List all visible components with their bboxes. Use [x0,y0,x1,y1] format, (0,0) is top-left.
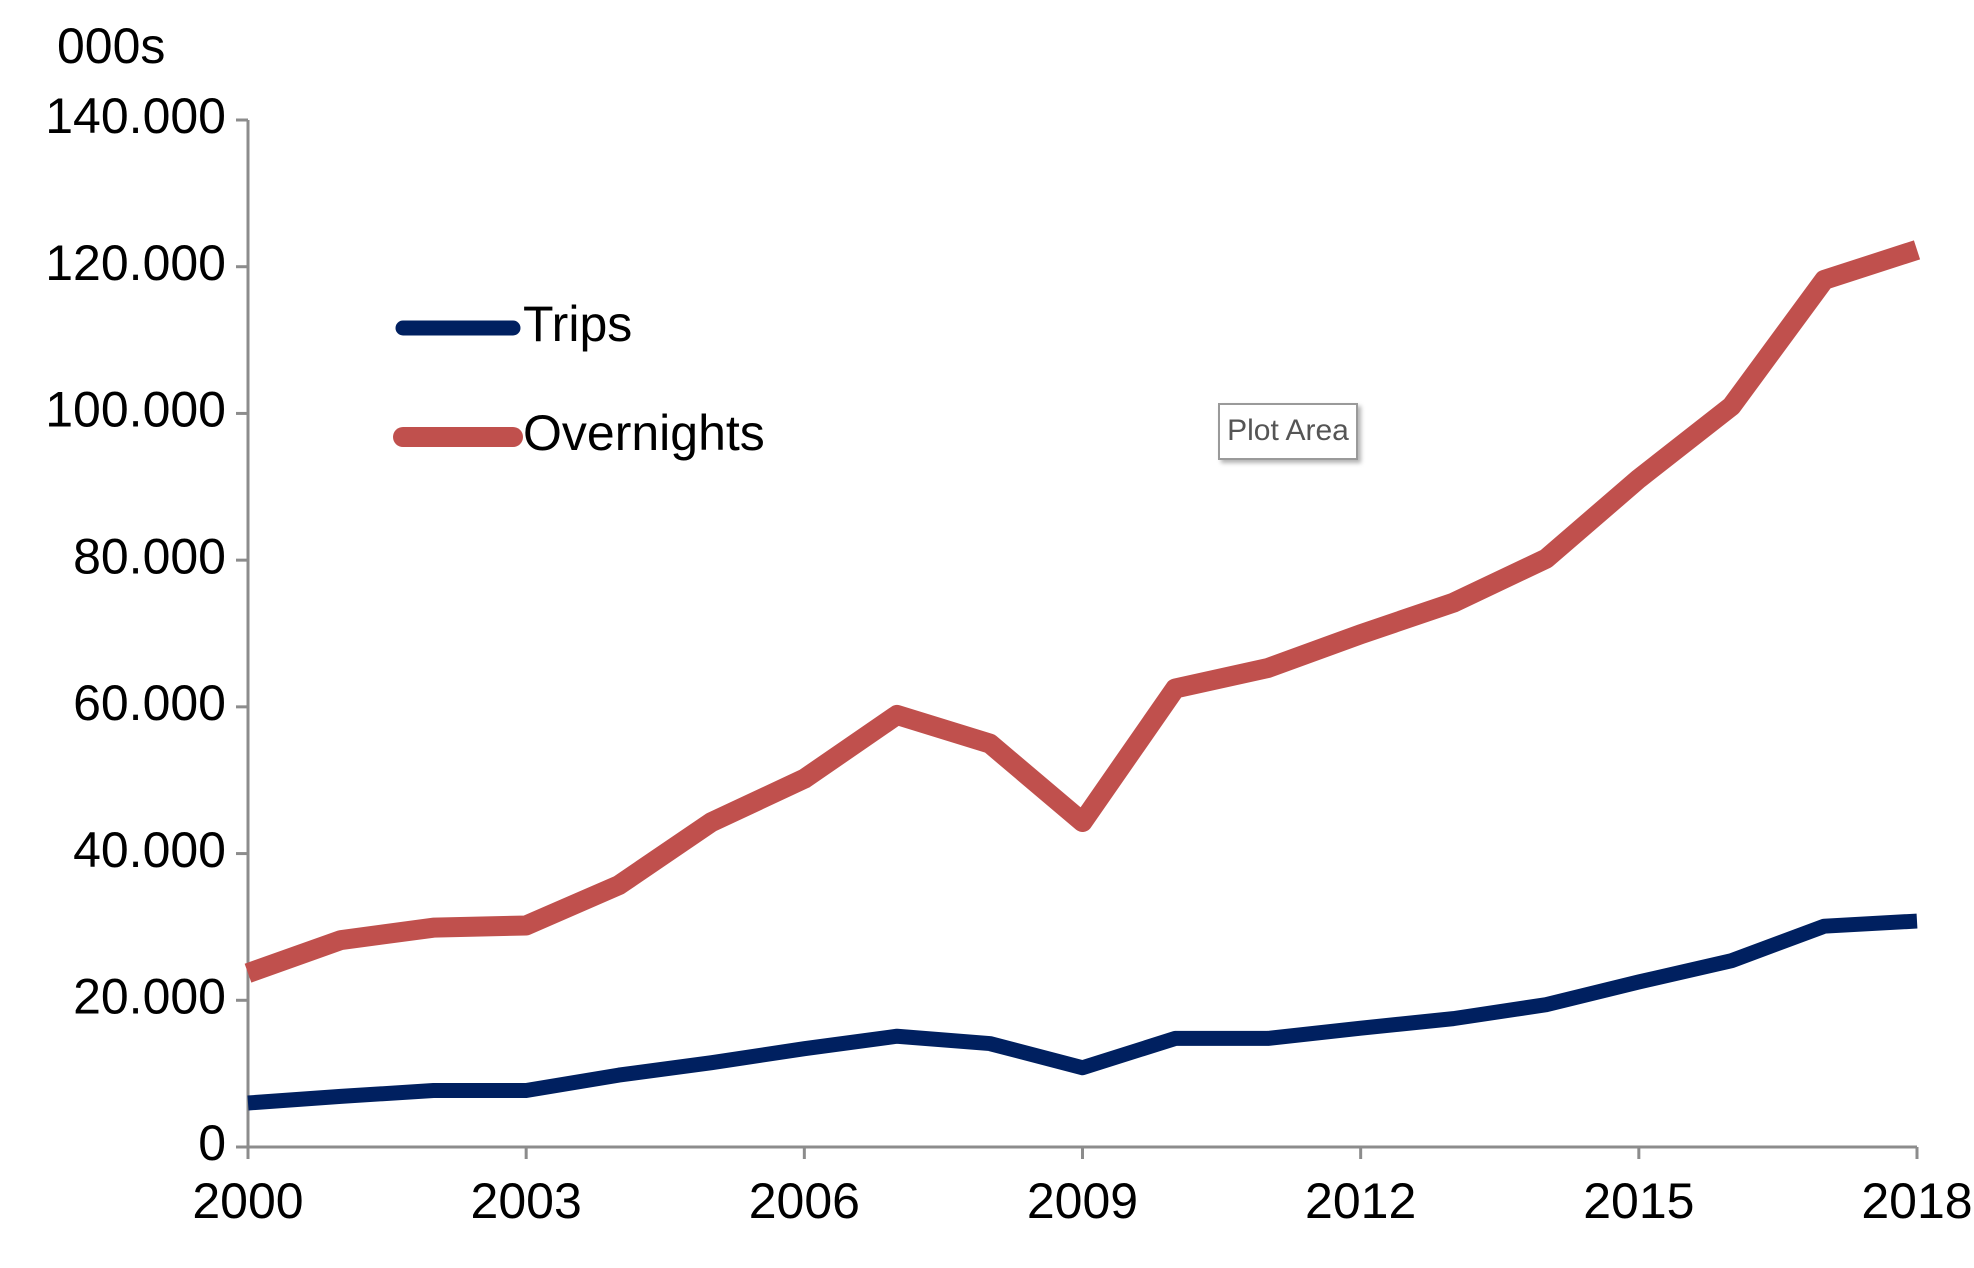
y-tick-label: 0 [198,1115,226,1171]
y-tick-label: 60.000 [73,675,226,731]
legend-label: Overnights [523,405,765,461]
x-tick-label: 2018 [1861,1173,1972,1229]
series-line [247,913,1918,1111]
series-line [244,240,1921,983]
x-tick-label: 2000 [192,1173,303,1229]
x-tick-label: 2012 [1305,1173,1416,1229]
y-tick-label: 40.000 [73,822,226,878]
tooltip-box [1218,403,1358,460]
y-unit-label: 000s [57,18,165,74]
legend-label: Trips [523,296,632,352]
plot-area-tooltip: Plot Area [1218,403,1358,460]
x-tick-label: 2009 [1027,1173,1138,1229]
y-tick-label: 100.000 [45,382,226,438]
y-tick-label: 140.000 [45,88,226,144]
tooltip-text: Plot Area [1227,414,1349,447]
x-tick-label: 2003 [471,1173,582,1229]
y-tick-label: 80.000 [73,528,226,584]
x-tick-label: 2015 [1583,1173,1694,1229]
y-tick-label: 20.000 [73,968,226,1024]
x-tick-label: 2006 [749,1173,860,1229]
y-tick-label: 120.000 [45,235,226,291]
